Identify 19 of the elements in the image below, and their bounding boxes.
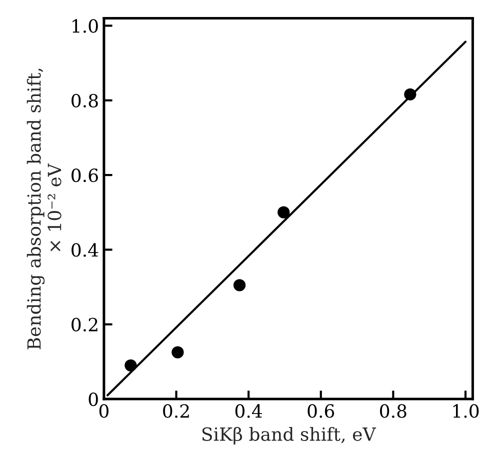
point bbox=[278, 206, 290, 218]
x-tick-label: 0.8 bbox=[380, 404, 406, 418]
point bbox=[172, 346, 184, 358]
y-tick-label: 1.0 bbox=[72, 19, 98, 33]
x-tick-label: 0.6 bbox=[308, 404, 334, 418]
x-tick-label: 0.2 bbox=[163, 404, 189, 418]
point bbox=[124, 359, 137, 372]
x-tick-label: 0 bbox=[99, 404, 108, 418]
y-tick-label: 0 bbox=[88, 392, 98, 406]
y-tick-label: 0.2 bbox=[72, 318, 98, 332]
point bbox=[233, 279, 246, 292]
y-tick-label: 0.6 bbox=[72, 168, 98, 182]
x-axis-title: SiKβ band shift, eV bbox=[202, 426, 376, 444]
x-tick-label: 1.0 bbox=[453, 404, 479, 418]
y-tick-label: 0.4 bbox=[72, 243, 98, 257]
point bbox=[404, 88, 416, 100]
y-axis-title: Bending absorption band shift, × 10⁻² eV bbox=[26, 68, 62, 350]
x-tick-label: 0.4 bbox=[235, 404, 262, 418]
y-tick-label: 0.8 bbox=[72, 94, 98, 108]
